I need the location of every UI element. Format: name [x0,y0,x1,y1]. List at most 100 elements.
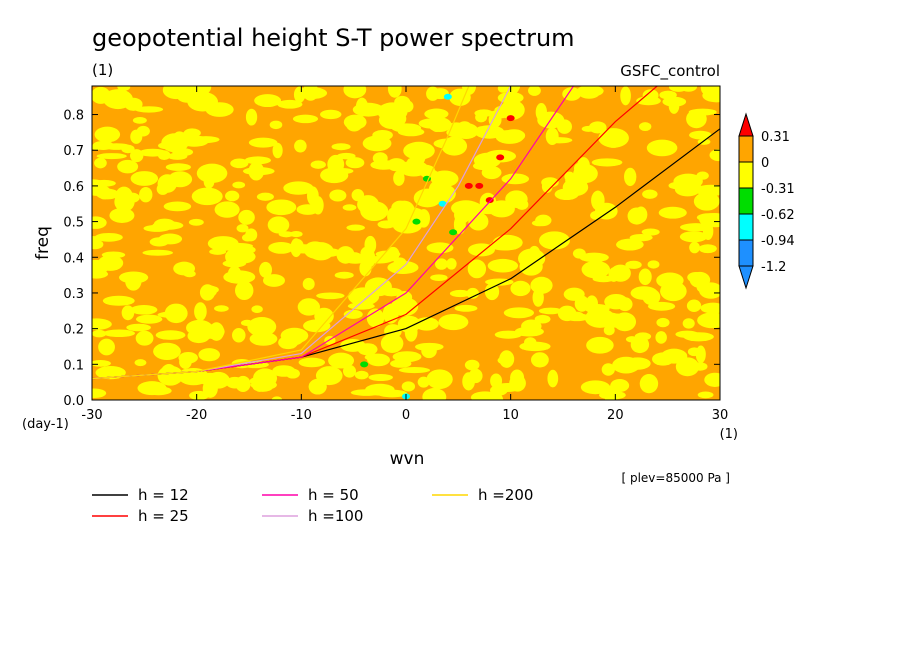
field-cell-yellow [158,233,183,245]
field-cell-yellow [201,285,217,298]
x-tick-label: 10 [502,408,519,423]
field-cell-yellow [696,171,709,180]
field-cell-yellow [95,366,126,380]
field-cell-yellow [580,380,611,395]
field-cell-yellow [267,216,290,234]
field-cell-yellow [499,86,521,93]
field-cell-yellow [624,357,651,370]
field-cell-yellow [183,270,196,278]
field-cell-yellow [642,189,658,199]
colorbar-level-label: -0.62 [761,208,795,223]
field-cell-yellow [256,192,274,201]
field-cell-yellow [372,152,388,165]
field-cell-yellow [109,207,135,223]
colorbar-segment [738,213,754,241]
field-cell-yellow [603,325,615,336]
colorbar-top-arrow [738,112,754,137]
legend-label: h = 50 [308,486,359,504]
field-cell-yellow [179,354,192,369]
field-cell-yellow [94,157,107,169]
field-cell-yellow [515,199,529,210]
chart-units-label: (1) [92,61,113,79]
field-cell-yellow [102,295,135,306]
field-cell-yellow [320,109,342,120]
field-cell-yellow [675,357,700,377]
field-cell-yellow [610,379,630,393]
field-cell-yellow [430,170,459,188]
field-cell-yellow [557,305,577,322]
field-cell-yellow [562,178,589,197]
field-cell-yellow [167,171,193,188]
field-cell-yellow [92,318,112,330]
colorbar-level-label: 0 [761,156,769,171]
colorbar-level-label: -1.2 [761,260,786,275]
field-cell-yellow [541,177,559,188]
field-cell-extreme [360,361,369,368]
field-cell-yellow [538,307,563,315]
field-cell-yellow [451,200,481,217]
y-tick-label: 0.5 [63,216,84,231]
field-cell-yellow [134,106,164,113]
field-cell-yellow [698,244,717,254]
colorbar-level-label: -0.94 [761,234,795,249]
field-cell-yellow [462,372,475,391]
field-cell-yellow [102,89,133,110]
field-cell-yellow [387,86,402,98]
field-cell-yellow [403,141,435,160]
field-cell-yellow [401,381,416,392]
field-cell-yellow [366,308,385,328]
field-cell-extreme [475,182,484,189]
field-cell-yellow [497,91,524,104]
field-cell-yellow [248,137,278,148]
field-cell-yellow [624,167,637,187]
x-tick-label: 30 [712,408,729,423]
field-cell-yellow [675,330,699,338]
field-cell-yellow [103,329,136,338]
field-cell-yellow [153,218,176,230]
colorbar-bottom-arrow [738,265,754,290]
field-cell-yellow [225,376,244,389]
field-cell-yellow [393,200,415,221]
dataset-label: GSFC_control [620,62,720,81]
field-cell-yellow [475,112,488,123]
field-cell-yellow [697,312,720,329]
field-cell-yellow [484,283,500,301]
field-cell-extreme [438,200,447,207]
field-cell-yellow [414,164,435,175]
field-cell-yellow [538,231,570,250]
field-cell-yellow [397,127,425,137]
legend-label: h = 12 [138,486,189,504]
field-cell-yellow [652,352,675,366]
x-tick-label: -10 [291,408,312,423]
field-cell-yellow [346,118,363,132]
field-cell-yellow [564,171,575,182]
field-cell-yellow [196,163,228,183]
field-cell-yellow [616,238,644,251]
field-cell-yellow [697,391,714,399]
field-cell-yellow [438,314,469,331]
field-cell-yellow [355,97,369,117]
field-cell-yellow [647,301,676,311]
field-cell-yellow [547,369,559,388]
y-tick-label: 0.3 [63,287,84,302]
field-cell-yellow [679,231,708,243]
field-cell-yellow [126,323,151,332]
field-cell-yellow [214,201,240,218]
field-cell-yellow [125,272,142,291]
x-tick-label: -30 [81,408,102,423]
field-cell-yellow [591,158,623,167]
y-tick-label: 0.1 [63,358,84,373]
legend-label: h =100 [308,507,363,525]
field-cell-yellow [686,109,707,129]
field-cell-yellow [238,209,255,225]
field-cell-yellow [446,258,457,270]
field-cell-yellow [557,119,572,134]
y-tick-label: 0.4 [63,251,84,266]
field-cell-yellow [453,214,466,235]
field-cell-yellow [92,269,109,279]
y-axis: 0.0 0.1 0.2 0.3 0.4 0.5 0.6 0.7 0.8 [63,109,720,409]
field-cell-yellow [130,149,144,163]
field-cell-yellow [101,251,126,259]
field-cell-yellow [247,316,277,337]
field-cell-yellow [289,231,303,238]
